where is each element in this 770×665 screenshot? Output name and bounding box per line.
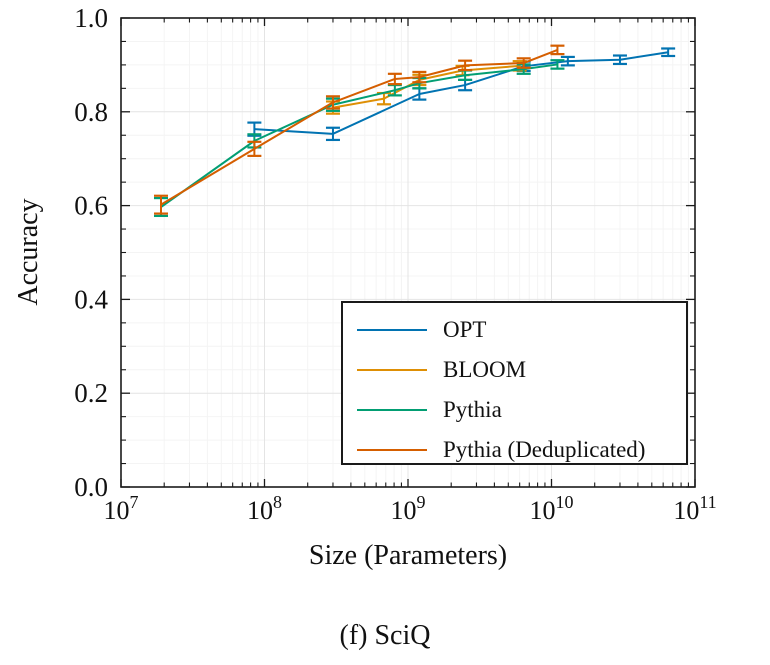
legend-label-opt: OPT xyxy=(443,317,487,342)
y-tick-label: 1.0 xyxy=(74,3,108,33)
x-tick-label: 108 xyxy=(247,492,282,525)
y-tick-label: 0.0 xyxy=(74,472,108,502)
series-line-pythia xyxy=(160,63,558,208)
series-line-pythia-deduplicated- xyxy=(160,48,558,206)
legend-item-bloom: BLOOM xyxy=(343,350,686,390)
legend-swatch-bloom xyxy=(357,369,427,371)
y-tick-label: 0.8 xyxy=(74,97,108,127)
x-tick-label: 1011 xyxy=(673,492,716,525)
legend-swatch-opt xyxy=(357,329,427,331)
legend-swatch-pythia xyxy=(357,409,427,411)
legend-item-pythia: Pythia xyxy=(343,390,686,430)
y-axis-label: Accuracy xyxy=(13,198,44,306)
legend-label-pythia-deduplicated: Pythia (Deduplicated) xyxy=(443,437,646,462)
plot-frame xyxy=(120,17,696,488)
x-tick-label: 109 xyxy=(391,492,426,525)
series-line-opt xyxy=(254,51,669,135)
legend-label-pythia: Pythia xyxy=(443,397,502,422)
y-tick-label: 0.6 xyxy=(74,191,108,221)
x-axis-label: Size (Parameters) xyxy=(308,540,508,571)
legend: OPT BLOOM Pythia Pythia (Deduplicated) xyxy=(341,301,688,465)
legend-swatch-pythia-deduplicated xyxy=(357,449,427,451)
x-tick-label: 107 xyxy=(104,492,139,525)
figure-caption: (f) SciQ xyxy=(339,620,431,651)
x-tick-label: 1010 xyxy=(530,492,574,525)
y-tick-label: 0.2 xyxy=(74,378,108,408)
legend-item-pythia-deduplicated: Pythia (Deduplicated) xyxy=(343,430,686,470)
y-tick-label: 0.4 xyxy=(74,284,108,314)
legend-label-bloom: BLOOM xyxy=(443,357,527,382)
legend-item-opt: OPT xyxy=(343,310,686,350)
